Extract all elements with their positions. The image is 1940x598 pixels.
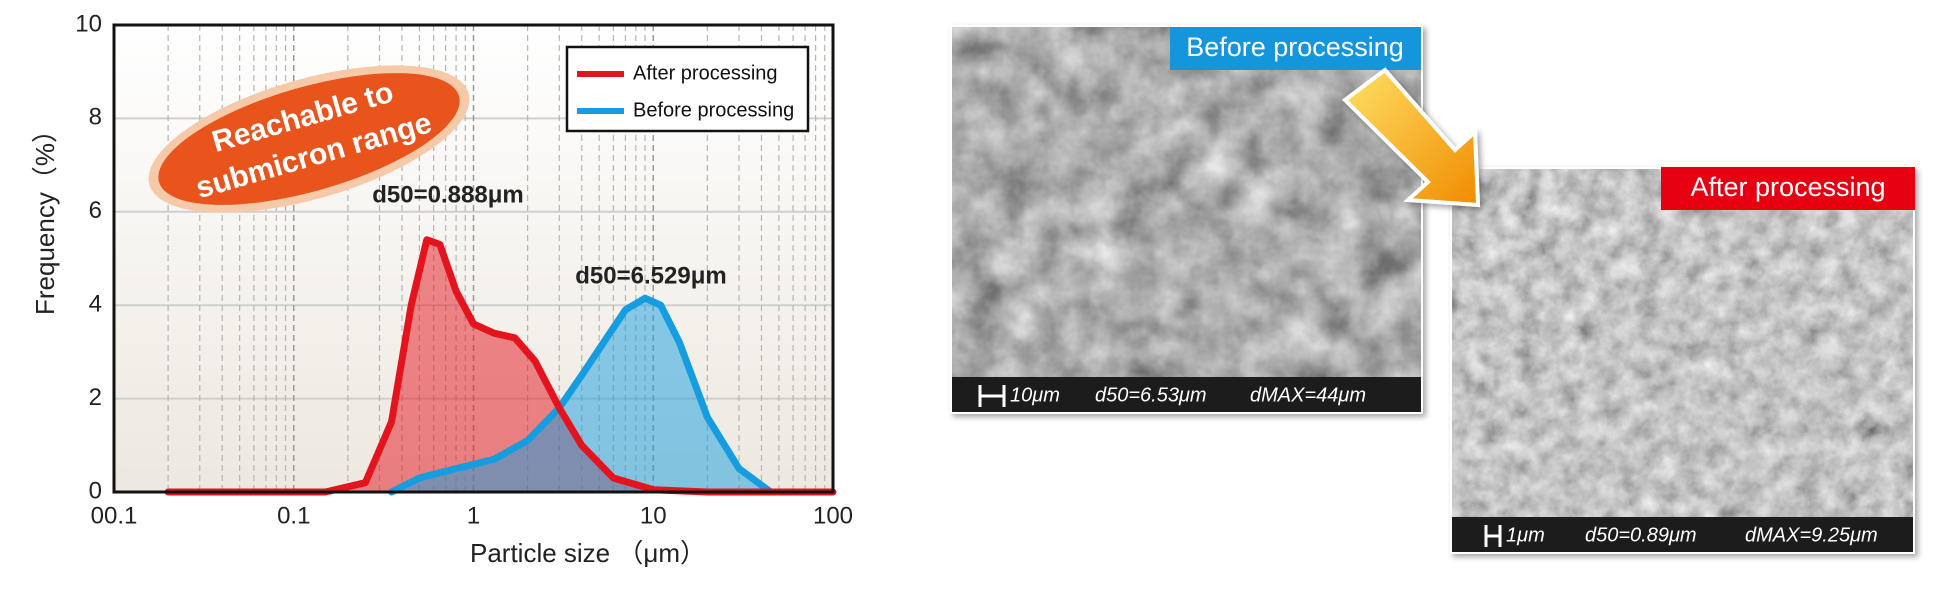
x-tick-label: 1 bbox=[467, 502, 480, 529]
image-label: After processing bbox=[1690, 172, 1885, 202]
x-axis-label: Particle size （μm） bbox=[470, 538, 706, 568]
plot-border bbox=[112, 23, 835, 494]
y-axis-label: Frequency（%） bbox=[30, 117, 60, 315]
caption: dMAX=9.25μm bbox=[1745, 524, 1878, 546]
caption: 10μm bbox=[1010, 384, 1060, 406]
arrow bbox=[1341, 67, 1481, 208]
legend-label: After processing bbox=[633, 62, 778, 84]
annotation: d50=0.888μm bbox=[372, 181, 523, 208]
sem-image-before bbox=[950, 25, 1423, 414]
x-tick-label: 0.1 bbox=[277, 502, 310, 529]
y-tick-label: 6 bbox=[89, 197, 102, 224]
label-box bbox=[1170, 27, 1421, 70]
annotation: d50=6.529μm bbox=[575, 262, 726, 289]
legend-box bbox=[565, 45, 810, 133]
label-box bbox=[1661, 167, 1915, 210]
sem-image-after bbox=[1450, 167, 1915, 554]
y-tick-label: 4 bbox=[89, 291, 102, 318]
badge: Reachable to submicron range bbox=[148, 65, 470, 213]
scale-bar bbox=[1484, 525, 1502, 547]
x-tick-label: 10 bbox=[640, 502, 667, 529]
y-tick-label: 8 bbox=[89, 104, 102, 131]
y-tick-label: 10 bbox=[75, 10, 102, 37]
legend-label: Before processing bbox=[633, 99, 794, 121]
area bbox=[391, 298, 771, 492]
caption: d50=6.53μm bbox=[1095, 384, 1207, 406]
x-tick-label: 100 bbox=[813, 502, 853, 529]
scale-bar bbox=[978, 385, 1006, 407]
x-tick-label: 00.1 bbox=[91, 502, 138, 529]
caption: d50=0.89μm bbox=[1585, 524, 1697, 546]
line bbox=[388, 294, 775, 496]
area bbox=[168, 239, 834, 492]
caption: dMAX=44μm bbox=[1250, 384, 1366, 406]
y-tick-label: 0 bbox=[89, 477, 102, 504]
y-tick-label: 2 bbox=[89, 384, 102, 411]
caption: 1μm bbox=[1506, 524, 1545, 546]
line bbox=[164, 236, 837, 496]
image-label: Before processing bbox=[1186, 32, 1404, 62]
